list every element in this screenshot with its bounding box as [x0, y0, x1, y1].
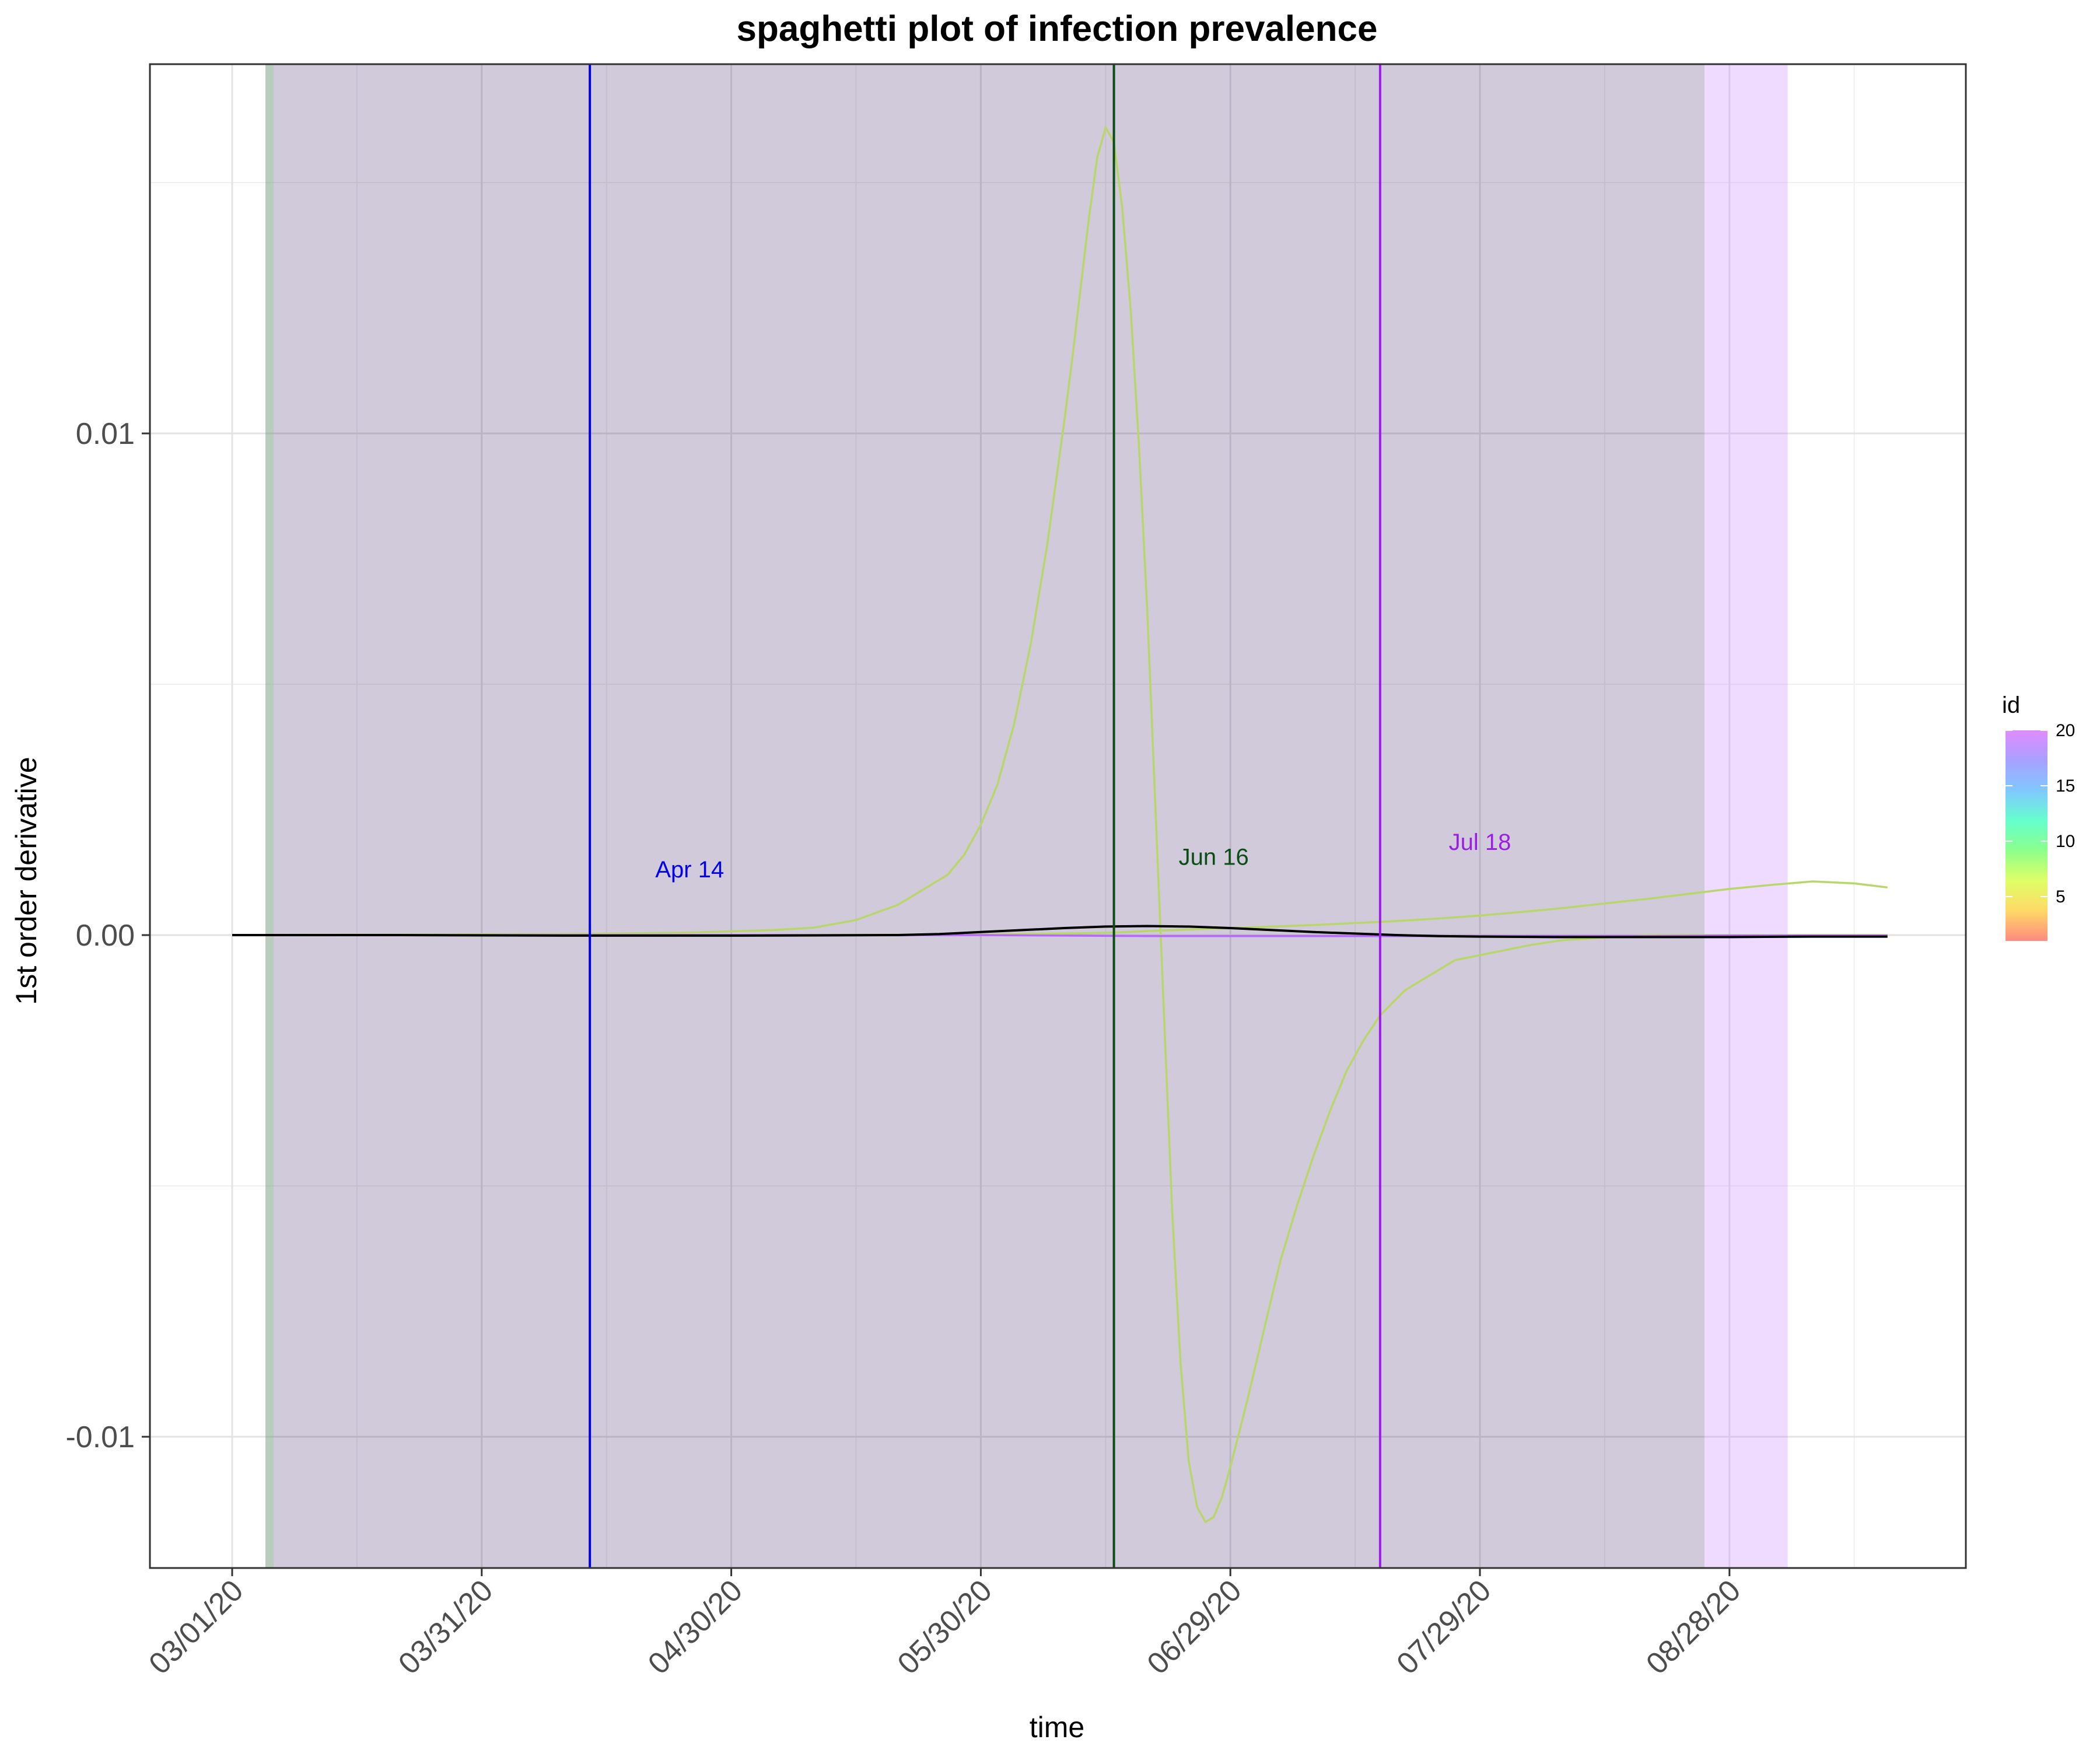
x-tick-label: 06/29/20	[1141, 1573, 1248, 1681]
x-tick-label: 08/28/20	[1640, 1573, 1747, 1681]
legend-tick-label: 5	[2056, 887, 2066, 907]
x-axis-title: time	[1030, 1711, 1084, 1744]
x-tick-label: 07/29/20	[1390, 1573, 1497, 1681]
series-line	[232, 934, 1888, 937]
x-tick-label: 03/01/20	[142, 1573, 250, 1681]
panel-border	[149, 63, 1967, 1569]
panel-background	[150, 64, 1966, 1568]
legend-tick-label: 20	[2056, 721, 2075, 740]
event-label: Apr 14	[655, 857, 724, 883]
series-line	[232, 880, 1888, 936]
event-label: Jun 16	[1179, 845, 1249, 870]
chart-title: spaghetti plot of infection prevalence	[737, 9, 1378, 49]
y-tick-label: 0.01	[76, 417, 135, 451]
shaded-region	[265, 64, 274, 1568]
x-tick-label: 03/31/20	[392, 1573, 499, 1681]
legend-tick-label: 10	[2056, 832, 2075, 851]
shaded-region	[1704, 64, 1788, 1568]
series-line	[232, 925, 1888, 939]
event-label: Jul 18	[1449, 830, 1511, 855]
plot-panel: Apr 14 Jun 16 Jul 18 03/01/20 03/31/20 04/30/…	[65, 63, 1967, 1681]
x-tick-label: 04/30/20	[642, 1573, 749, 1681]
legend-tick-label: 15	[2056, 776, 2075, 796]
color-legend: id 5 10 15 20	[2002, 692, 2075, 941]
y-axis-title: 1st order derivative	[10, 757, 43, 1005]
legend-colorbar	[2006, 730, 2048, 941]
x-tick-label: 05/30/20	[891, 1573, 999, 1681]
y-tick-label: -0.01	[65, 1420, 135, 1454]
y-tick-label: 0.00	[76, 919, 135, 953]
series-line	[232, 126, 1888, 1523]
legend-title: id	[2002, 692, 2020, 718]
